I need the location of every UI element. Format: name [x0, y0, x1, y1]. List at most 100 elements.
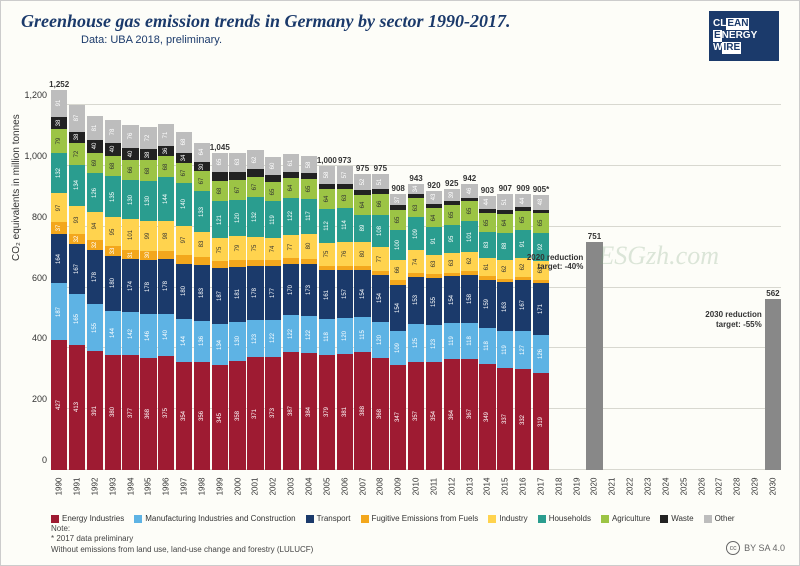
seg-other: 58: [319, 166, 335, 184]
bar-2014: 349118159618365449032014: [479, 196, 495, 470]
bar-1998: 356136183831336730641998: [194, 143, 210, 470]
seg-manuf: 187: [51, 283, 67, 340]
x-tick: 2025: [679, 478, 688, 496]
seg-other: 87: [69, 105, 85, 131]
seg-fugitive: [212, 261, 228, 268]
seg-energy: 368: [372, 358, 388, 470]
bar-2005: 3791181617511264581,0002005: [319, 166, 335, 470]
seg-transport: 178: [247, 266, 263, 320]
x-tick: 2029: [751, 478, 760, 496]
seg-waste: [426, 204, 442, 208]
seg-agri: 67: [176, 163, 192, 183]
cc-icon: cc: [726, 541, 740, 555]
seg-waste: 40: [122, 148, 138, 160]
seg-households: 130: [140, 181, 156, 221]
seg-households: 126: [87, 173, 103, 211]
seg-industry: 77: [283, 235, 299, 258]
seg-manuf: 144: [176, 319, 192, 363]
x-tick: 2020: [590, 478, 599, 496]
x-tick: 2002: [269, 478, 278, 496]
legend-item-agri: Agriculture: [601, 514, 650, 523]
seg-fugitive: [229, 260, 245, 266]
seg-waste: [283, 172, 299, 178]
bar-1993: 38014418033951356840781993: [105, 120, 121, 470]
seg-transport: 183: [194, 265, 210, 321]
seg-industry: 80: [354, 242, 370, 266]
seg-fugitive: 30: [140, 251, 156, 260]
seg-households: 119: [265, 201, 281, 237]
seg-agri: 67: [247, 177, 263, 197]
y-tick: 0: [42, 455, 47, 465]
bar-1992: 39115517832941266940811992: [87, 116, 103, 470]
seg-agri: 69: [87, 153, 103, 174]
target-text: 2020 reductiontarget: -40%: [527, 253, 583, 272]
seg-fugitive: [301, 259, 317, 264]
bar-2008: 3681201547710866519752008: [372, 174, 388, 470]
seg-industry: 79: [229, 236, 245, 260]
x-tick: 2012: [447, 478, 456, 496]
seg-waste: [247, 169, 263, 176]
seg-agri: 63: [408, 198, 424, 217]
seg-industry: 74: [408, 250, 424, 272]
bar-2015: 337119163628864519072015: [497, 194, 513, 470]
footnote: Note: * 2017 data preliminary Without em…: [51, 524, 313, 555]
seg-industry: 75: [212, 238, 228, 261]
total-label: 920: [427, 181, 440, 190]
seg-households: 89: [354, 215, 370, 242]
x-tick: 1995: [144, 478, 153, 496]
x-tick: 2004: [304, 478, 313, 496]
x-tick: 2006: [340, 478, 349, 496]
seg-fugitive: [426, 274, 442, 278]
seg-manuf: 118: [479, 328, 495, 364]
seg-other: 46: [461, 184, 477, 198]
bar-2012: 364119154639565399252012: [444, 189, 460, 470]
total-label: 1,045: [210, 143, 230, 152]
seg-transport: 187: [212, 268, 228, 325]
x-tick: 2030: [768, 478, 777, 496]
bar-2000: 3581301817912067632000: [229, 153, 245, 470]
seg-transport: 163: [497, 282, 513, 332]
seg-waste: [515, 207, 531, 210]
seg-manuf: 122: [265, 320, 281, 357]
x-tick: 2010: [412, 478, 421, 496]
seg-industry: 62: [497, 260, 513, 279]
seg-other: 34: [408, 184, 424, 194]
seg-manuf: 120: [372, 322, 388, 358]
seg-industry: 83: [194, 232, 210, 257]
seg-fugitive: [497, 279, 513, 282]
brand-logo: CLEAN ENERGY WIRE: [709, 11, 779, 61]
seg-agri: 68: [158, 156, 174, 177]
seg-waste: 38: [140, 149, 156, 161]
seg-households: 101: [461, 221, 477, 252]
seg-waste: 40: [87, 140, 103, 152]
chart-title: Greenhouse gas emission trends in German…: [21, 11, 709, 32]
seg-manuf: 136: [194, 321, 210, 362]
seg-manuf: 109: [390, 331, 406, 364]
seg-manuf: 165: [69, 294, 85, 344]
seg-households: 95: [444, 225, 460, 254]
bar-2006: 3811201577611463579732006: [337, 166, 353, 470]
seg-manuf: 118: [461, 323, 477, 359]
x-tick: 2027: [715, 478, 724, 496]
seg-other: 72: [140, 127, 156, 149]
seg-agri: 65: [479, 213, 495, 233]
seg-other: 81: [87, 116, 103, 141]
x-tick: 2014: [483, 478, 492, 496]
seg-households: 140: [176, 183, 192, 226]
seg-manuf: 115: [354, 317, 370, 352]
seg-transport: 155: [426, 278, 442, 325]
seg-manuf: 120: [337, 318, 353, 354]
seg-fugitive: [265, 260, 281, 266]
seg-industry: 95: [105, 217, 121, 246]
legend-item-households: Households: [538, 514, 591, 523]
seg-industry: 63: [444, 253, 460, 272]
seg-industry: 77: [372, 247, 388, 270]
seg-waste: [497, 210, 513, 214]
x-tick: 1993: [108, 478, 117, 496]
x-tick: 1999: [215, 478, 224, 496]
seg-energy: 319: [533, 373, 549, 470]
seg-fugitive: [176, 255, 192, 264]
total-label: 903: [481, 186, 494, 195]
seg-transport: 174: [122, 259, 138, 312]
x-tick: 2022: [626, 478, 635, 496]
